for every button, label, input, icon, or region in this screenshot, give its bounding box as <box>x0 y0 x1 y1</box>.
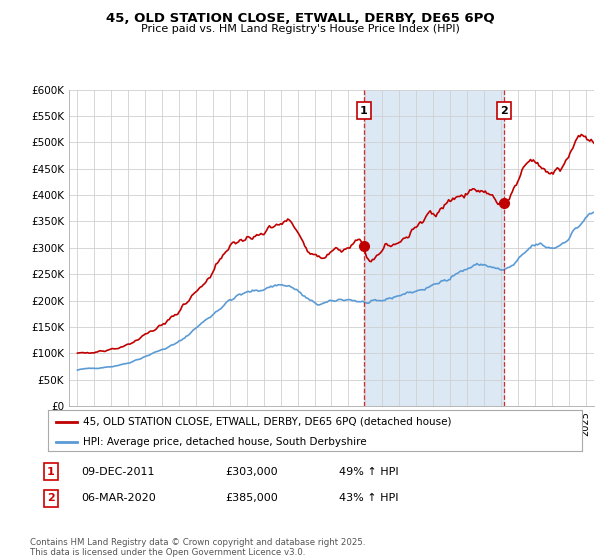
Text: 2: 2 <box>500 106 508 116</box>
Text: Contains HM Land Registry data © Crown copyright and database right 2025.
This d: Contains HM Land Registry data © Crown c… <box>30 538 365 557</box>
Text: 49% ↑ HPI: 49% ↑ HPI <box>339 466 398 477</box>
Bar <box>364 90 504 406</box>
Text: 1: 1 <box>360 106 368 116</box>
Text: 06-MAR-2020: 06-MAR-2020 <box>81 493 156 503</box>
Text: 45, OLD STATION CLOSE, ETWALL, DERBY, DE65 6PQ: 45, OLD STATION CLOSE, ETWALL, DERBY, DE… <box>106 12 494 25</box>
Text: 09-DEC-2011: 09-DEC-2011 <box>81 466 155 477</box>
Text: 45, OLD STATION CLOSE, ETWALL, DERBY, DE65 6PQ (detached house): 45, OLD STATION CLOSE, ETWALL, DERBY, DE… <box>83 417 451 427</box>
Text: Price paid vs. HM Land Registry's House Price Index (HPI): Price paid vs. HM Land Registry's House … <box>140 24 460 34</box>
Text: 1: 1 <box>47 466 55 477</box>
Text: £303,000: £303,000 <box>225 466 278 477</box>
Text: 2: 2 <box>47 493 55 503</box>
Text: £385,000: £385,000 <box>225 493 278 503</box>
Text: HPI: Average price, detached house, South Derbyshire: HPI: Average price, detached house, Sout… <box>83 437 367 447</box>
Text: 43% ↑ HPI: 43% ↑ HPI <box>339 493 398 503</box>
